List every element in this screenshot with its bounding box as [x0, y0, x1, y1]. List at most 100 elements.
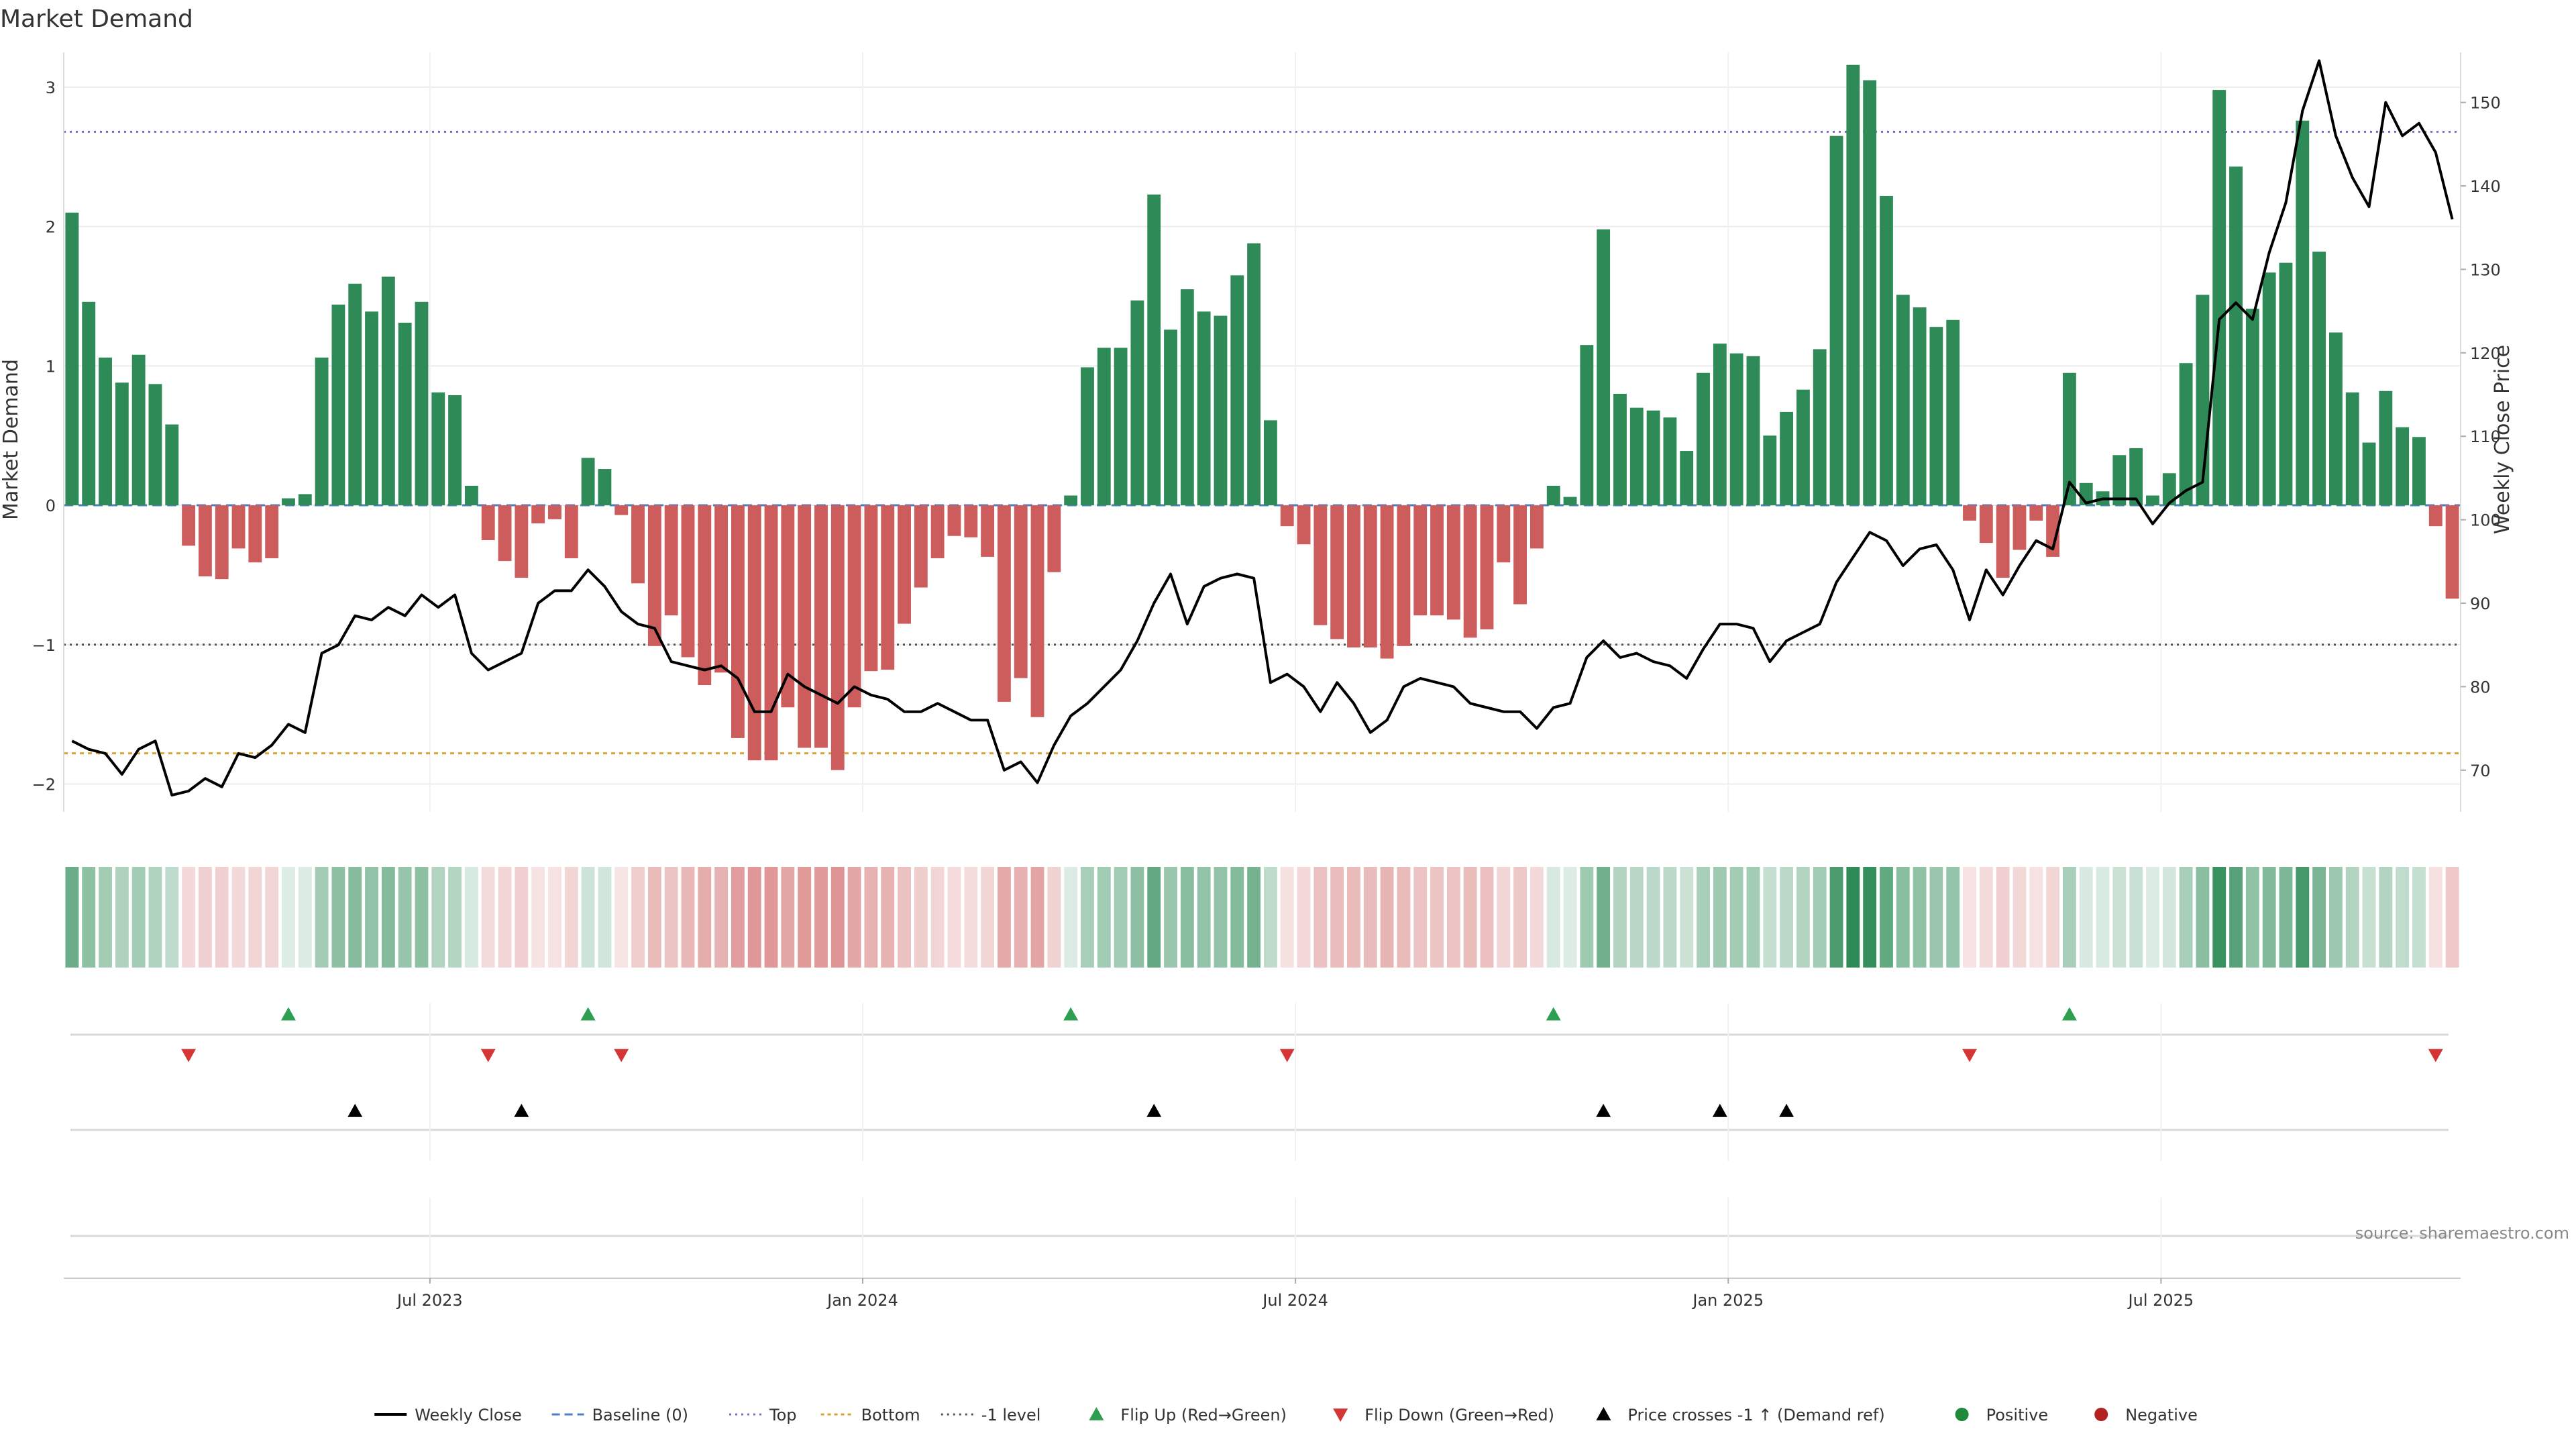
- demand-bar-negative: [198, 505, 212, 576]
- heat-cell: [2262, 867, 2276, 968]
- demand-bar-positive: [131, 354, 146, 506]
- demand-bar-negative: [481, 505, 495, 540]
- demand-bar-positive: [2296, 120, 2310, 506]
- chart-title: Market Demand: [0, 5, 193, 33]
- demand-bar-negative: [265, 505, 279, 558]
- legend-swatch-negative: [2094, 1408, 2108, 1421]
- heat-cell: [1580, 867, 1594, 968]
- demand-bar-positive: [1230, 275, 1244, 506]
- weekly-close-line: [71, 59, 2454, 797]
- demand-bar-positive: [598, 469, 612, 506]
- heat-cell: [1597, 867, 1611, 968]
- demand-bar-positive: [1597, 229, 1611, 506]
- heat-cell: [1763, 867, 1777, 968]
- demand-bar-positive: [581, 458, 595, 506]
- demand-bar-positive: [1713, 344, 1727, 506]
- legend-label-bottom: Bottom: [861, 1406, 920, 1424]
- heat-cell: [2229, 867, 2243, 968]
- demand-bar-positive: [298, 494, 312, 506]
- heat-cell: [448, 867, 462, 968]
- demand-bar-negative: [1963, 505, 1976, 521]
- heat-cell: [1896, 867, 1910, 968]
- heat-cell: [714, 867, 729, 968]
- legend-item-flip-up: Flip Up (Red→Green): [1089, 1406, 1287, 1424]
- demand-bar-positive: [2412, 437, 2426, 506]
- heat-cell: [1214, 867, 1228, 968]
- heat-cell: [131, 867, 146, 968]
- y-tick-label: −1: [32, 636, 56, 655]
- demand-bar-negative: [830, 505, 845, 770]
- demand-bar-negative: [2445, 505, 2459, 599]
- heat-cell: [2312, 867, 2326, 968]
- heat-cell: [1380, 867, 1394, 968]
- demand-bar-positive: [2179, 363, 2193, 506]
- demand-bar-positive: [1746, 356, 1760, 506]
- demand-bar-negative: [698, 505, 712, 685]
- heat-cell: [1330, 867, 1344, 968]
- demand-bar-positive: [1646, 410, 1660, 506]
- heat-cell: [2362, 867, 2376, 968]
- heat-cell: [431, 867, 445, 968]
- heat-cell: [1746, 867, 1760, 968]
- heat-cell: [2162, 867, 2176, 968]
- heat-cell: [798, 867, 812, 968]
- demand-bar-negative: [714, 505, 729, 673]
- heat-cell: [847, 867, 861, 968]
- legend-item-top: Top: [729, 1406, 797, 1424]
- heat-cell: [115, 867, 129, 968]
- demand-bar-negative: [1297, 505, 1311, 545]
- heat-cell: [1363, 867, 1377, 968]
- demand-bar-negative: [997, 505, 1011, 702]
- heat-cell: [864, 867, 878, 968]
- demand-bar-positive: [1097, 348, 1111, 506]
- demand-bar-positive: [1729, 353, 1743, 506]
- demand-bar-negative: [248, 505, 262, 563]
- demand-bar-positive: [1829, 136, 1843, 506]
- demand-bar-negative: [498, 505, 512, 562]
- flip-down-marker: [1279, 1049, 1295, 1062]
- flip-down-marker: [181, 1049, 197, 1062]
- heat-cell: [1729, 867, 1743, 968]
- heat-cell: [764, 867, 778, 968]
- demand-bar-negative: [881, 505, 895, 670]
- price-cross-marker: [1779, 1104, 1794, 1117]
- demand-heat-strip: [65, 867, 2459, 968]
- y2-tick-label: 110: [2470, 427, 2501, 446]
- x-tick-label: Jul 2023: [396, 1291, 463, 1310]
- price-cross-marker: [1146, 1104, 1162, 1117]
- demand-bar-positive: [2162, 473, 2176, 506]
- legend-item-weekly-close: Weekly Close: [374, 1406, 522, 1424]
- demand-bar-negative: [1413, 505, 1428, 616]
- demand-bar-positive: [381, 276, 395, 506]
- heat-cell: [1863, 867, 1877, 968]
- heat-cell: [598, 867, 612, 968]
- price-cross-marker: [347, 1104, 363, 1117]
- demand-bar-positive: [165, 424, 179, 506]
- demand-bar-negative: [1280, 505, 1294, 527]
- demand-bar-negative: [747, 505, 761, 761]
- y2-tick-label: 140: [2470, 177, 2501, 196]
- heat-cell: [1463, 867, 1477, 968]
- heat-cell: [614, 867, 629, 968]
- legend-swatch-flip-up: [1089, 1407, 1104, 1420]
- demand-bar-negative: [647, 505, 661, 646]
- demand-bar-negative: [864, 505, 878, 672]
- heat-cell: [2112, 867, 2127, 968]
- demand-bar-positive: [1147, 194, 1161, 506]
- heat-cell: [2412, 867, 2426, 968]
- flip-down-marker: [1962, 1049, 1978, 1062]
- demand-bar-positive: [2229, 166, 2243, 506]
- heat-cell: [1480, 867, 1494, 968]
- demand-bar-positive: [99, 357, 112, 506]
- demand-bar-negative: [1979, 505, 1993, 543]
- flip-up-marker: [280, 1007, 296, 1021]
- demand-bar-positive: [2396, 427, 2410, 506]
- heat-cell: [1164, 867, 1177, 968]
- demand-bar-positive: [2245, 309, 2259, 506]
- demand-bar-negative: [1480, 505, 1494, 629]
- demand-bar-negative: [215, 505, 229, 580]
- legend-item-positive: Positive: [1955, 1406, 2048, 1424]
- flip-up-marker: [1063, 1007, 1079, 1021]
- heat-cell: [1147, 867, 1161, 968]
- demand-bar-negative: [798, 505, 812, 748]
